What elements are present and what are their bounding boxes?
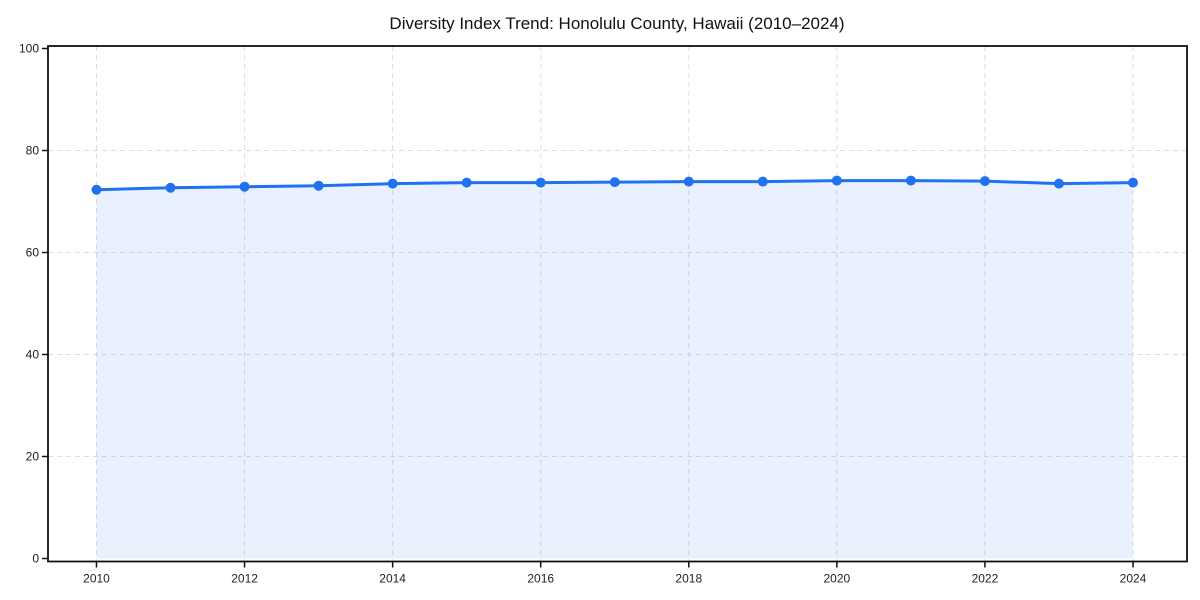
chart-title: Diversity Index Trend: Honolulu County, …	[389, 14, 844, 33]
x-tick-label: 2012	[231, 572, 258, 586]
data-point-2024	[1128, 177, 1138, 188]
y-tick-label: 100	[19, 42, 39, 56]
data-point-2012	[239, 181, 250, 192]
data-point-2023	[1053, 178, 1064, 189]
data-point-2018	[683, 176, 694, 187]
data-point-2010	[91, 184, 102, 195]
x-tick-label: 2016	[527, 572, 554, 586]
data-point-2015	[461, 177, 472, 188]
data-point-2020	[831, 175, 842, 186]
data-point-2016	[535, 177, 546, 188]
y-tick-label: 40	[26, 348, 40, 362]
data-point-2014	[387, 178, 398, 189]
data-point-2022	[979, 176, 990, 187]
x-tick-label: 2022	[972, 572, 999, 586]
area-fill	[96, 180, 1133, 559]
data-point-2011	[165, 182, 176, 193]
y-tick-label: 80	[26, 144, 40, 158]
x-tick-label: 2020	[824, 572, 851, 586]
y-tick-label: 20	[26, 450, 40, 464]
y-tick-label: 60	[26, 246, 40, 260]
data-point-2013	[313, 180, 324, 191]
data-point-2017	[609, 177, 620, 188]
x-tick-label: 2010	[83, 572, 110, 586]
y-tick-label: 0	[32, 552, 39, 566]
x-tick-label: 2024	[1120, 572, 1147, 586]
plot-border	[47, 45, 1188, 563]
data-point-2019	[757, 176, 768, 187]
data-point-2021	[905, 175, 916, 186]
x-tick-label: 2014	[379, 572, 406, 586]
x-tick-label: 2018	[675, 572, 702, 586]
